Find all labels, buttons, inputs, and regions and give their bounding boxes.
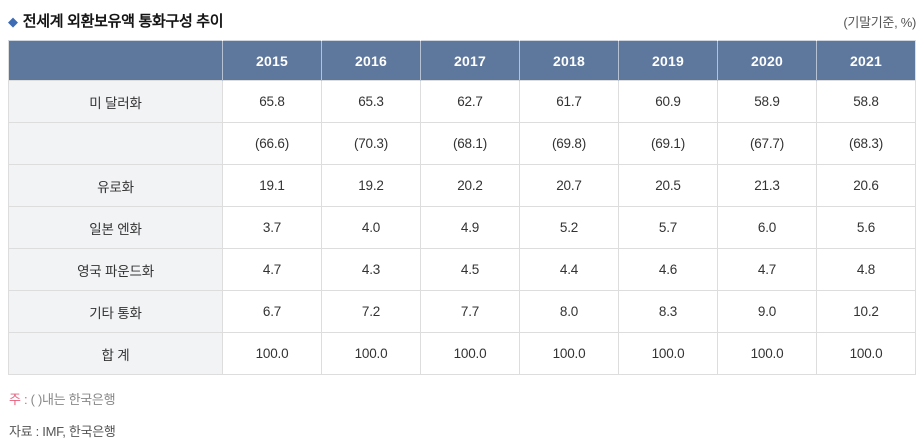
- value-cell: 20.6: [816, 164, 916, 207]
- table-row: 기타 통화 6.7 7.2 7.7 8.0 8.3 9.0 10.2: [8, 290, 916, 333]
- unit-note: (기말기준, %): [843, 15, 916, 30]
- year-header-cell: 2020: [717, 40, 817, 81]
- value-cell: 10.2: [816, 290, 916, 333]
- year-header-cell: 2016: [321, 40, 421, 81]
- table-title-bar: ◆ 전세계 외환보유액 통화구성 추이 (기말기준, %): [8, 8, 916, 40]
- value-cell: 7.2: [321, 290, 421, 333]
- value-cell: 100.0: [321, 332, 421, 375]
- table-row: 합 계 100.0 100.0 100.0 100.0 100.0 100.0 100.0: [8, 332, 916, 375]
- value-cell: 4.4: [519, 248, 619, 291]
- value-cell: (68.3): [816, 122, 916, 165]
- value-cell: 62.7: [420, 80, 520, 123]
- table-header-row: 2015 2016 2017 2018 2019 2020 2021: [8, 40, 916, 81]
- value-cell: (69.1): [618, 122, 718, 165]
- row-label-cell: 유로화: [8, 164, 223, 207]
- value-cell: 4.3: [321, 248, 421, 291]
- source-note: 자료 : IMF, 한국은행: [9, 424, 116, 439]
- value-cell: 65.8: [222, 80, 322, 123]
- value-cell: 100.0: [816, 332, 916, 375]
- value-cell: (70.3): [321, 122, 421, 165]
- row-label-cell: 합 계: [8, 332, 223, 375]
- value-cell: 65.3: [321, 80, 421, 123]
- value-cell: 4.0: [321, 206, 421, 249]
- value-cell: 20.2: [420, 164, 520, 207]
- year-header-cell: 2015: [222, 40, 322, 81]
- footnote-marker: 주 :: [9, 392, 28, 407]
- value-cell: 19.2: [321, 164, 421, 207]
- value-cell: 4.9: [420, 206, 520, 249]
- row-label-cell: 일본 엔화: [8, 206, 223, 249]
- value-cell: 6.0: [717, 206, 817, 249]
- row-label-cell: [8, 122, 223, 165]
- diamond-bullet-icon: ◆: [8, 14, 18, 29]
- table-row: 유로화 19.1 19.2 20.2 20.7 20.5 21.3 20.6: [8, 164, 916, 207]
- value-cell: 100.0: [519, 332, 619, 375]
- row-label-cell: 영국 파운드화: [8, 248, 223, 291]
- value-cell: (67.7): [717, 122, 817, 165]
- row-label-cell: 미 달러화: [8, 80, 223, 123]
- value-cell: 60.9: [618, 80, 718, 123]
- value-cell: 5.6: [816, 206, 916, 249]
- table-row: 일본 엔화 3.7 4.0 4.9 5.2 5.7 6.0 5.6: [8, 206, 916, 249]
- value-cell: 20.5: [618, 164, 718, 207]
- value-cell: 100.0: [222, 332, 322, 375]
- value-cell: 61.7: [519, 80, 619, 123]
- value-cell: 100.0: [618, 332, 718, 375]
- value-cell: 19.1: [222, 164, 322, 207]
- value-cell: 20.7: [519, 164, 619, 207]
- table-row: 미 달러화 65.8 65.3 62.7 61.7 60.9 58.9 58.8: [8, 80, 916, 123]
- currency-composition-table: 2015 2016 2017 2018 2019 2020 2021 미 달러화 65.8 65…: [8, 40, 916, 375]
- table-row: 영국 파운드화 4.7 4.3 4.5 4.4 4.6 4.7 4.8: [8, 248, 916, 291]
- value-cell: 6.7: [222, 290, 322, 333]
- value-cell: 21.3: [717, 164, 817, 207]
- table-corner-cell: [8, 40, 223, 81]
- value-cell: 3.7: [222, 206, 322, 249]
- value-cell: 9.0: [717, 290, 817, 333]
- value-cell: 4.6: [618, 248, 718, 291]
- value-cell: 4.7: [222, 248, 322, 291]
- year-header-cell: 2021: [816, 40, 916, 81]
- year-header-cell: 2019: [618, 40, 718, 81]
- value-cell: 58.8: [816, 80, 916, 123]
- table-row: (66.6) (70.3) (68.1) (69.8) (69.1) (67.7) (68.…: [8, 122, 916, 165]
- value-cell: (69.8): [519, 122, 619, 165]
- value-cell: 4.8: [816, 248, 916, 291]
- year-header-cell: 2018: [519, 40, 619, 81]
- year-header-cell: 2017: [420, 40, 520, 81]
- value-cell: 100.0: [717, 332, 817, 375]
- value-cell: (66.6): [222, 122, 322, 165]
- value-cell: (68.1): [420, 122, 520, 165]
- footnote-text: ( )내는 한국은행: [27, 392, 116, 407]
- value-cell: 8.0: [519, 290, 619, 333]
- footnote: 주 : ( )내는 한국은행: [9, 389, 916, 408]
- value-cell: 100.0: [420, 332, 520, 375]
- value-cell: 5.2: [519, 206, 619, 249]
- value-cell: 8.3: [618, 290, 718, 333]
- value-cell: 58.9: [717, 80, 817, 123]
- value-cell: 5.7: [618, 206, 718, 249]
- value-cell: 4.5: [420, 248, 520, 291]
- row-label-cell: 기타 통화: [8, 290, 223, 333]
- table-title-text: 전세계 외환보유액 통화구성 추이: [22, 13, 224, 30]
- value-cell: 4.7: [717, 248, 817, 291]
- table-title: ◆ 전세계 외환보유액 통화구성 추이: [8, 10, 224, 31]
- value-cell: 7.7: [420, 290, 520, 333]
